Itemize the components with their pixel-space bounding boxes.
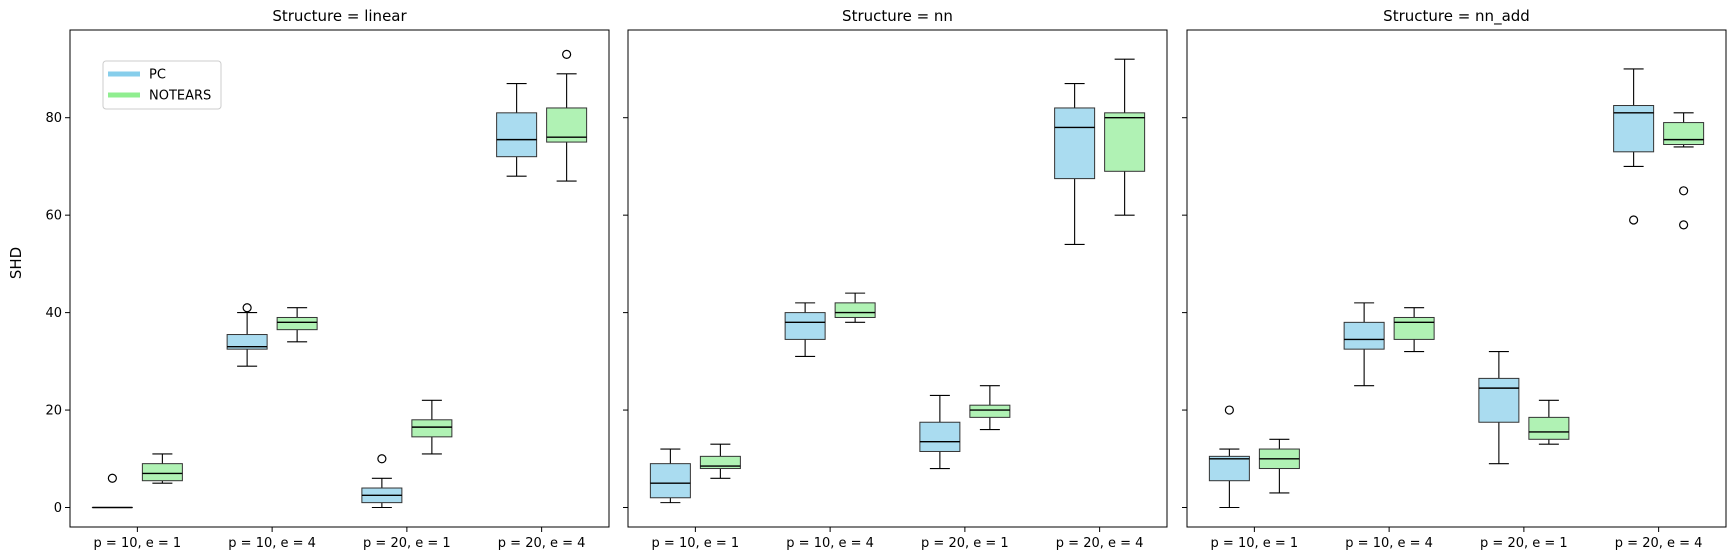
axes-frame xyxy=(69,29,610,528)
box-iqr xyxy=(1104,112,1146,172)
box-pc xyxy=(1343,302,1385,387)
box-iqr xyxy=(1478,377,1520,423)
outlier-point xyxy=(1679,220,1689,230)
box-notears xyxy=(1104,58,1146,216)
box-iqr xyxy=(1528,416,1570,440)
box-iqr xyxy=(546,107,588,143)
x-tick-label: p = 10, e = 4 xyxy=(228,536,316,551)
legend-label-notears: NOTEARS xyxy=(149,89,211,104)
box-iqr xyxy=(784,312,826,340)
box-notears xyxy=(141,453,183,484)
box-iqr xyxy=(969,404,1011,418)
y-tick-label: 60 xyxy=(45,209,62,224)
x-tick-label: p = 10, e = 1 xyxy=(652,536,740,551)
box-pc xyxy=(1478,351,1520,465)
box-iqr xyxy=(1208,455,1250,482)
chart-panel: Structure = linear 0 20 40 60 80 p = 10, e = 1… xyxy=(45,7,610,551)
x-tick-label: p = 20, e = 1 xyxy=(1480,536,1568,551)
x-tick-label: p = 10, e = 1 xyxy=(94,536,182,551)
panel-title: Structure = nn_add xyxy=(1383,7,1530,26)
outlier-point xyxy=(242,303,252,313)
box-iqr xyxy=(834,302,876,318)
box-pc xyxy=(361,454,403,509)
y-tick-label: 40 xyxy=(45,306,62,321)
outlier-point xyxy=(377,454,387,464)
box-notears xyxy=(699,443,741,479)
legend: PC NOTEARS xyxy=(102,60,222,110)
box-iqr xyxy=(276,316,318,331)
box-iqr xyxy=(1343,321,1385,350)
axes-frame xyxy=(1186,29,1727,528)
axes-frame xyxy=(627,29,1168,528)
chart-panel: Structure = nn p = 10, e = 1 p = 10, e = 4… xyxy=(623,7,1168,551)
panel-title: Structure = nn xyxy=(842,7,953,25)
box-notears xyxy=(834,292,876,323)
outlier-point xyxy=(1224,405,1234,415)
box-notears xyxy=(546,49,588,182)
x-tick-label: p = 20, e = 4 xyxy=(1615,536,1703,551)
box-pc xyxy=(226,303,268,367)
x-tick-label: p = 20, e = 1 xyxy=(921,536,1009,551)
box-iqr xyxy=(1663,122,1705,146)
x-tick-label: p = 10, e = 4 xyxy=(786,536,874,551)
x-tick-label: p = 10, e = 4 xyxy=(1345,536,1433,551)
y-tick-label: 20 xyxy=(45,404,62,419)
box-notears xyxy=(411,399,453,455)
x-tick-label: p = 20, e = 4 xyxy=(1056,536,1144,551)
panel-title: Structure = linear xyxy=(272,7,407,25)
box-pc xyxy=(649,448,691,504)
y-tick-label: 0 xyxy=(54,501,62,516)
box-iqr xyxy=(411,419,453,438)
outlier-point xyxy=(1629,215,1639,225)
box-pc xyxy=(1054,83,1096,245)
box-pc xyxy=(496,83,538,177)
box-pc xyxy=(919,394,961,470)
box-notears xyxy=(276,307,318,343)
x-tick-label: p = 20, e = 1 xyxy=(363,536,451,551)
box-iqr xyxy=(1054,107,1096,180)
box-pc xyxy=(784,302,826,358)
outlier-point xyxy=(107,473,117,483)
box-pc xyxy=(1613,68,1655,225)
box-pc xyxy=(1208,405,1250,509)
y-tick-label: 80 xyxy=(45,111,62,126)
outlier-point xyxy=(562,49,572,59)
box-iqr xyxy=(226,334,268,350)
outlier-point xyxy=(1679,186,1689,196)
box-notears xyxy=(1393,307,1435,353)
box-iqr xyxy=(141,463,183,482)
x-tick-label: p = 10, e = 1 xyxy=(1211,536,1299,551)
box-notears xyxy=(1528,399,1570,445)
legend-label-pc: PC xyxy=(149,68,166,83)
x-tick-label: p = 20, e = 4 xyxy=(498,536,586,551)
box-iqr xyxy=(649,463,691,499)
box-notears xyxy=(1258,438,1300,494)
y-axis-label: SHD xyxy=(7,247,25,279)
box-notears xyxy=(1663,112,1705,230)
box-iqr xyxy=(496,112,538,158)
box-iqr xyxy=(1393,316,1435,340)
box-iqr xyxy=(919,421,961,452)
box-notears xyxy=(969,385,1011,431)
box-pc xyxy=(91,473,133,509)
